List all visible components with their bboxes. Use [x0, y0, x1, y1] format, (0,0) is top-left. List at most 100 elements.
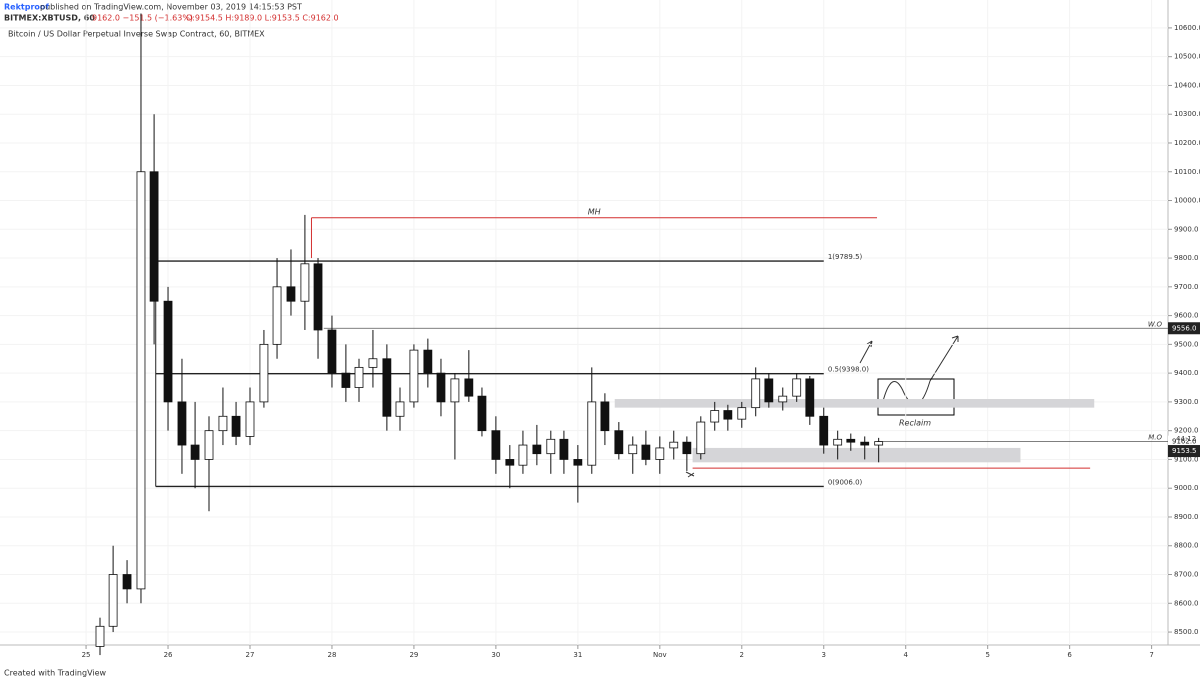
candle-body	[108, 574, 118, 627]
y-tick-label: 8900.0	[1174, 513, 1199, 521]
candle-body	[641, 444, 651, 460]
publisher: Rektproof	[4, 3, 49, 12]
mh-label: MH	[588, 207, 601, 216]
reclaim-box	[877, 378, 955, 416]
candle-body	[491, 430, 501, 460]
y-tick-label: 10200.0	[1174, 139, 1200, 147]
candle-body	[805, 378, 815, 417]
candle-body	[682, 441, 692, 455]
candle-body	[313, 263, 323, 331]
candle-body	[833, 438, 843, 446]
price-tag	[1168, 435, 1200, 448]
quote: 9162.0 −151.5 (−1.63%)	[92, 14, 193, 23]
y-tick-label: 9600.0	[1174, 312, 1199, 320]
y-tick-label: 9300.0	[1174, 398, 1199, 406]
candle-body	[450, 378, 460, 403]
x-tick-label: 3	[822, 651, 826, 659]
y-tick-label: 10400.0	[1174, 81, 1200, 89]
x-tick-label: 5	[985, 651, 989, 659]
projection-arrow	[881, 335, 959, 406]
x-tick-label: 29	[409, 651, 418, 659]
y-tick-label: 10000.0	[1174, 197, 1200, 205]
candle-body	[368, 358, 378, 368]
candle-body	[532, 444, 542, 455]
candle-body	[436, 372, 446, 403]
candle-body	[122, 574, 132, 590]
y-tick-label: 10600.0	[1174, 24, 1200, 32]
candle-body	[573, 459, 583, 466]
candle-body	[231, 415, 241, 437]
candle-body	[723, 410, 733, 420]
candle-body	[272, 286, 282, 345]
y-tick-label: 9700.0	[1174, 283, 1199, 291]
y-tick-label: 9800.0	[1174, 254, 1199, 262]
last-price-label: 9153.5	[1172, 447, 1197, 455]
candle-body	[95, 625, 105, 647]
candle-body	[559, 438, 569, 460]
candle-body	[354, 366, 364, 388]
candle-body	[190, 444, 200, 460]
price-tag-label: 9162.0	[1172, 438, 1197, 446]
candle-body	[423, 349, 433, 374]
chart-title: Bitcoin / US Dollar Perpetual Inverse Sw…	[8, 30, 265, 39]
candle-body	[628, 444, 638, 455]
candle-body	[136, 171, 146, 590]
y-tick-label: 8500.0	[1174, 628, 1199, 636]
candle-body	[163, 300, 173, 403]
countdown: 44:12	[1176, 435, 1196, 443]
y-tick-label: 10300.0	[1174, 110, 1200, 118]
y-tick-label: 8700.0	[1174, 571, 1199, 579]
x-tick-label: 27	[246, 651, 255, 659]
footer: Created with TradingView	[4, 669, 107, 678]
price-tag	[1168, 322, 1200, 335]
candle-body	[395, 401, 405, 417]
y-tick-label: 8600.0	[1174, 599, 1199, 607]
y-tick-label: 9400.0	[1174, 369, 1199, 377]
candle-body	[751, 378, 761, 409]
price-tag-label: 9556.0	[1172, 324, 1197, 332]
y-tick-label: 9900.0	[1174, 225, 1199, 233]
candle-body	[341, 372, 351, 388]
zone	[614, 399, 1095, 408]
candle-body	[300, 263, 310, 302]
x-tick-label: 31	[573, 651, 582, 659]
candle-body	[737, 407, 747, 420]
candle-body	[464, 378, 474, 397]
y-tick-label: 9100.0	[1174, 455, 1199, 463]
y-tick-label: 9500.0	[1174, 340, 1199, 348]
candle-body	[204, 430, 214, 460]
x-tick-label: 26	[164, 651, 173, 659]
candle-body	[259, 343, 269, 403]
candle-body	[600, 401, 610, 432]
candle-body	[846, 438, 856, 443]
x-tick-label: 7	[1149, 651, 1153, 659]
candle-body	[874, 441, 884, 446]
candle-body	[860, 441, 870, 446]
fib-label: 0(9006.0)	[828, 478, 863, 486]
candle-body	[614, 430, 624, 455]
candle-body	[327, 329, 337, 374]
candle-body	[286, 286, 296, 302]
candle-body	[177, 401, 187, 446]
x-tick-label: 4	[903, 651, 908, 659]
marker-name: W.O	[1148, 320, 1163, 328]
x-tick-label: 28	[327, 651, 336, 659]
candle-body	[764, 378, 774, 403]
y-tick-label: 10500.0	[1174, 53, 1200, 61]
candle-body	[382, 358, 392, 417]
marker-name: M.O	[1148, 434, 1162, 442]
ohlc: O:9154.5 H:9189.0 L:9153.5 C:9162.0	[186, 14, 339, 23]
cross-mark	[685, 471, 695, 478]
x-tick-label: Nov	[653, 651, 667, 659]
y-tick-label: 9200.0	[1174, 427, 1199, 435]
published: published on TradingView.com, November 0…	[40, 3, 302, 12]
x-tick-label: 6	[1067, 651, 1072, 659]
candle-body	[477, 395, 487, 432]
zone	[692, 447, 1021, 463]
annotation: Reclaim	[899, 419, 931, 428]
fib-label: 1(9789.5)	[828, 253, 863, 261]
candle-body	[819, 415, 829, 446]
candle-body	[245, 401, 255, 437]
